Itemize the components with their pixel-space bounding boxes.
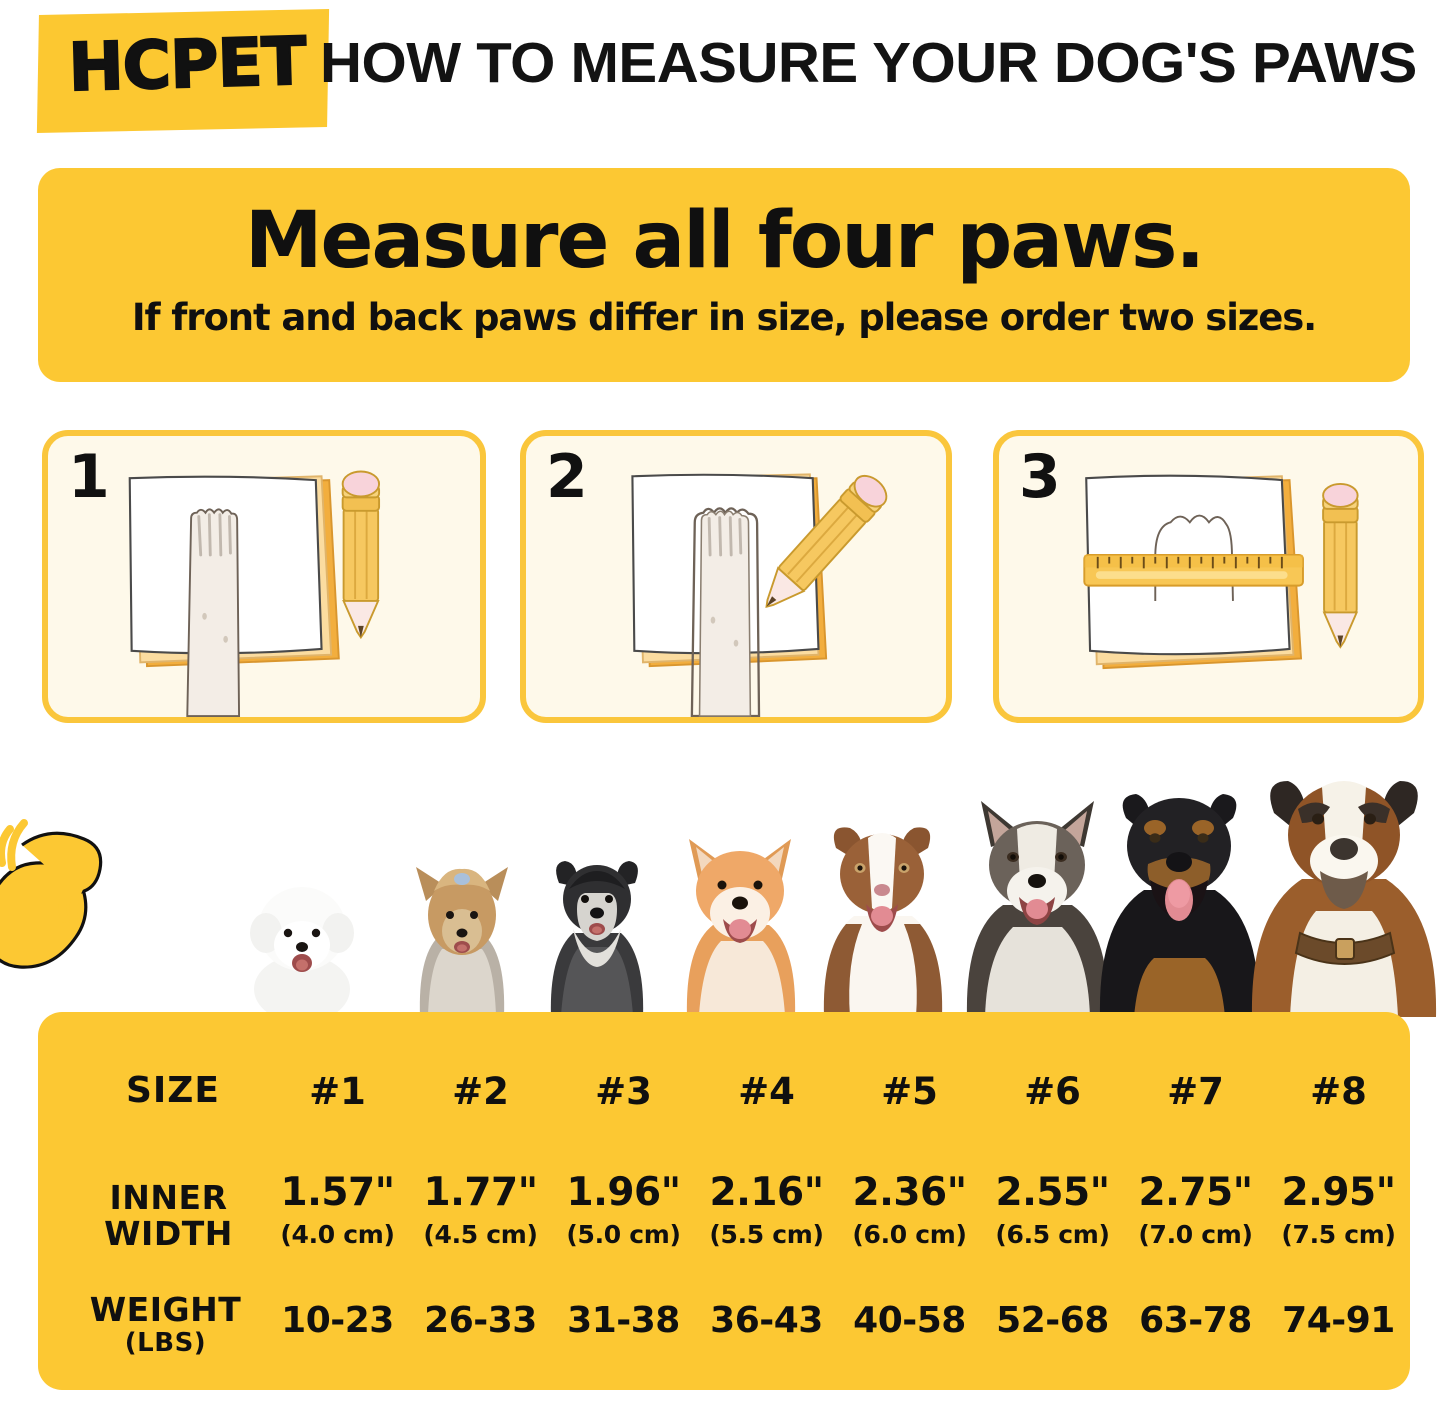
pencil-icon bbox=[765, 474, 888, 608]
table-cell-inner-width-in-8: 2.95" bbox=[1281, 1170, 1396, 1215]
table-cell-weight-5: 40-58 bbox=[853, 1300, 966, 1341]
table-cell-inner-width-cm-7: (7.0 cm) bbox=[1138, 1220, 1253, 1249]
pencil-icon bbox=[341, 470, 381, 640]
step-card-1: 1 bbox=[42, 430, 486, 723]
table-cell-weight-6: 52-68 bbox=[996, 1300, 1109, 1341]
row-label-weight-2: (LBS) bbox=[124, 1328, 207, 1358]
dog-bichon-frise bbox=[232, 867, 372, 1017]
dog-schnauzer bbox=[533, 837, 661, 1017]
table-cell-inner-width-in-6: 2.55" bbox=[995, 1170, 1110, 1215]
table-cell-inner-width-cm-2: (4.5 cm) bbox=[423, 1220, 538, 1249]
table-cell-weight-4: 36-43 bbox=[710, 1300, 823, 1341]
step-card-2: 2 bbox=[520, 430, 952, 723]
table-cell-size-5: #5 bbox=[881, 1070, 938, 1113]
paw-on-paper-illustration bbox=[128, 470, 381, 717]
dog-shiba-inu bbox=[665, 825, 815, 1017]
table-cell-inner-width-cm-1: (4.0 cm) bbox=[280, 1220, 395, 1249]
table-cell-weight-7: 63-78 bbox=[1139, 1300, 1252, 1341]
step-card-3: 3 bbox=[993, 430, 1424, 723]
row-label-weight-1: WEIGHT bbox=[89, 1290, 242, 1329]
table-cell-size-8: #8 bbox=[1310, 1070, 1367, 1113]
table-cell-inner-width-in-7: 2.75" bbox=[1138, 1170, 1253, 1215]
table-cell-size-3: #3 bbox=[595, 1070, 652, 1113]
table-cell-size-6: #6 bbox=[1024, 1070, 1081, 1113]
step-number-3: 3 bbox=[1019, 442, 1061, 512]
dog-alaskan-malamute bbox=[955, 795, 1120, 1017]
table-cell-inner-width-in-4: 2.16" bbox=[709, 1170, 824, 1215]
table-cell-weight-8: 74-91 bbox=[1282, 1300, 1395, 1341]
row-label-inner-width-2: WIDTH bbox=[104, 1214, 233, 1253]
dog-rottweiler bbox=[1092, 772, 1267, 1017]
table-cell-inner-width-cm-6: (6.5 cm) bbox=[995, 1220, 1110, 1249]
paw-swoosh-decoration bbox=[0, 819, 103, 969]
size-chart-table: SIZE INNER WIDTH WEIGHT (LBS) #1 1.57" (4.… bbox=[38, 1012, 1410, 1390]
step-number-1: 1 bbox=[68, 442, 110, 512]
hero-heading: Measure all four paws. bbox=[244, 196, 1205, 286]
table-cell-inner-width-cm-5: (6.0 cm) bbox=[852, 1220, 967, 1249]
step-number-2: 2 bbox=[546, 442, 588, 512]
hero-subheading: If front and back paws differ in size, p… bbox=[131, 296, 1317, 339]
table-cell-size-1: #1 bbox=[309, 1070, 366, 1113]
table-cell-inner-width-in-3: 1.96" bbox=[566, 1170, 681, 1215]
ruler-icon bbox=[1083, 553, 1304, 587]
table-cell-size-4: #4 bbox=[738, 1070, 795, 1113]
table-cell-size-7: #7 bbox=[1167, 1070, 1224, 1113]
dog-yorkshire-terrier bbox=[400, 845, 524, 1017]
table-cell-weight-3: 31-38 bbox=[567, 1300, 680, 1341]
measuring-with-ruler-illustration bbox=[1083, 474, 1359, 670]
dog-lineup-band bbox=[0, 752, 1445, 1017]
table-cell-weight-1: 10-23 bbox=[281, 1300, 394, 1341]
pencil-icon bbox=[1322, 482, 1359, 649]
table-cell-inner-width-cm-4: (5.5 cm) bbox=[709, 1220, 824, 1249]
table-cell-inner-width-in-1: 1.57" bbox=[280, 1170, 395, 1215]
tracing-paw-illustration bbox=[631, 473, 888, 717]
table-cell-weight-2: 26-33 bbox=[424, 1300, 537, 1341]
table-cell-inner-width-cm-3: (5.0 cm) bbox=[566, 1220, 681, 1249]
row-label-size: SIZE bbox=[125, 1070, 221, 1111]
table-cell-inner-width-in-5: 2.36" bbox=[852, 1170, 967, 1215]
table-cell-inner-width-cm-8: (7.5 cm) bbox=[1281, 1220, 1396, 1249]
hero-banner: Measure all four paws. If front and back… bbox=[38, 168, 1410, 382]
row-label-inner-width-1: INNER bbox=[109, 1178, 228, 1217]
page-title: HOW TO MEASURE YOUR DOG'S PAWS bbox=[320, 31, 1417, 95]
dog-saint-bernard bbox=[1248, 755, 1440, 1017]
table-cell-inner-width-in-2: 1.77" bbox=[423, 1170, 538, 1215]
dog-australian-shepherd bbox=[806, 812, 958, 1017]
page-header: HCPET HOW TO MEASURE YOUR DOG'S PAWS bbox=[0, 0, 1445, 150]
table-cell-size-2: #2 bbox=[452, 1070, 509, 1113]
